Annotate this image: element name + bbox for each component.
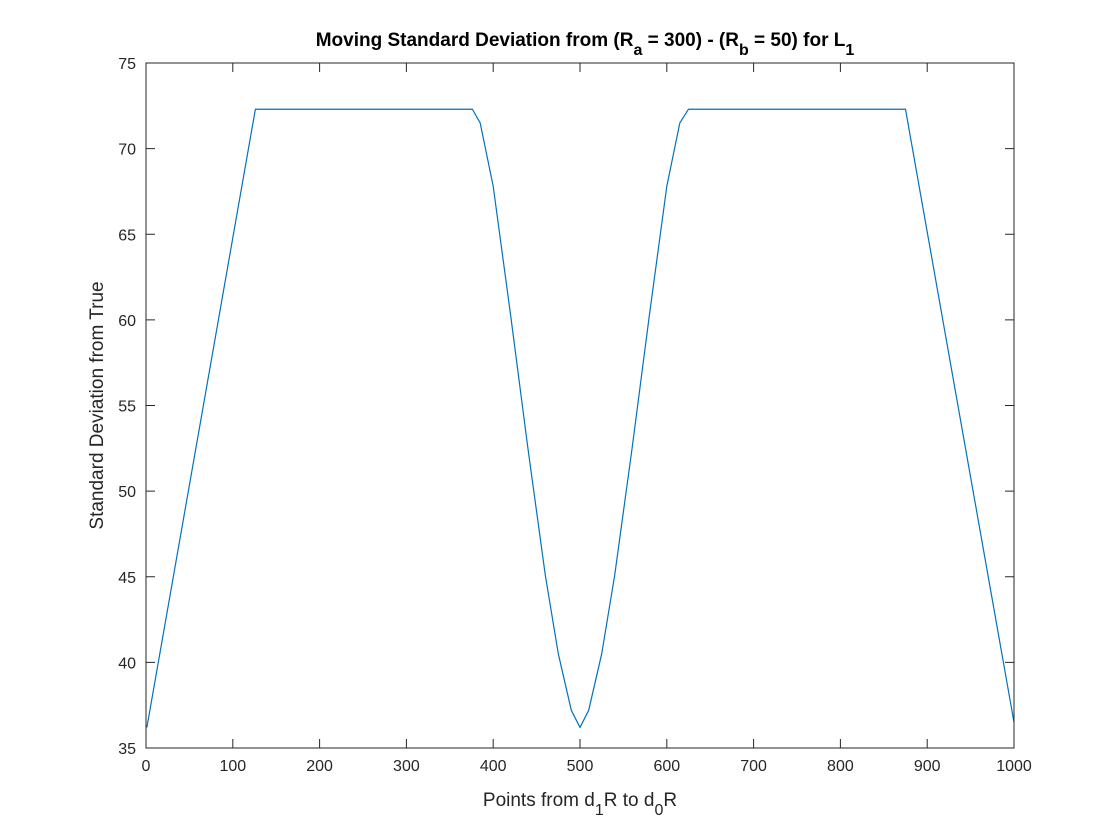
x-tick-label: 300 [393, 758, 420, 775]
y-tick-label: 50 [118, 484, 136, 501]
y-tick-label: 45 [118, 570, 136, 587]
y-axis-ticks: 35 40 45 50 55 60 65 70 75 [118, 56, 1014, 758]
y-axis-label: Standard Deviation from True [87, 281, 108, 529]
x-tick-label: 900 [914, 758, 941, 775]
series-layer [146, 108, 1015, 729]
series-line-1 [146, 108, 1015, 729]
x-tick-label: 500 [567, 758, 594, 775]
y-tick-label: 60 [118, 313, 136, 330]
y-tick-label: 75 [118, 56, 136, 73]
y-tick-label: 70 [118, 142, 136, 159]
x-tick-label: 0 [142, 758, 151, 775]
x-tick-label: 200 [306, 758, 333, 775]
x-axis-label: Points from d1R to d0R [483, 790, 677, 819]
x-tick-label: 100 [219, 758, 246, 775]
plot-area [146, 63, 1014, 748]
x-tick-label: 400 [480, 758, 507, 775]
x-tick-label: 1000 [996, 758, 1032, 775]
x-tick-label: 700 [740, 758, 767, 775]
y-tick-label: 40 [118, 655, 136, 672]
y-tick-label: 65 [118, 227, 136, 244]
x-tick-label: 800 [827, 758, 854, 775]
x-axis-ticks: 0 100 200 300 400 500 600 700 800 900 1000 [142, 63, 1032, 775]
axes: 0 100 200 300 400 500 600 700 800 900 1000 35 40 45 5… [118, 56, 1032, 775]
chart-title: Moving Standard Deviation from (Ra = 300… [316, 30, 855, 59]
y-tick-label: 55 [118, 399, 136, 416]
y-tick-label: 35 [118, 741, 136, 758]
x-tick-label: 600 [653, 758, 680, 775]
